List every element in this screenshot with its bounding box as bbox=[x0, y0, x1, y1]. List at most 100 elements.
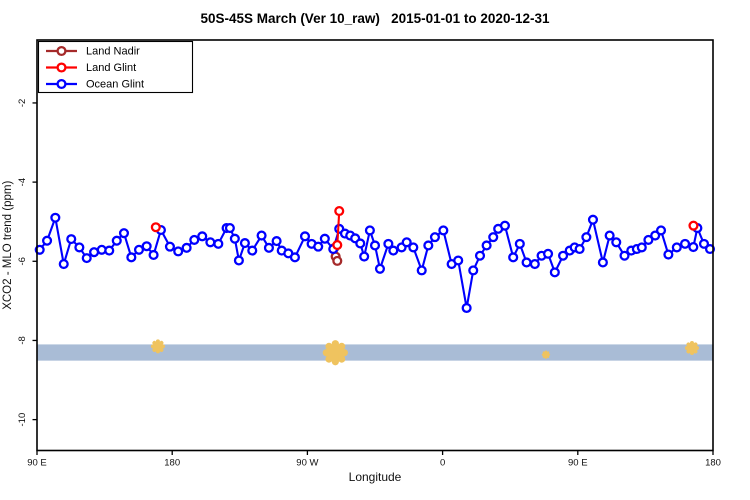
ocean-glint-point bbox=[369, 240, 381, 251]
ocean-glint-point bbox=[133, 244, 145, 255]
x-tick-label-2: 90 W bbox=[296, 458, 318, 469]
ocean-glint-point bbox=[461, 302, 472, 314]
ocean-glint-point bbox=[233, 255, 244, 266]
ocean-glint-point bbox=[205, 237, 216, 248]
ocean-glint-point bbox=[597, 257, 608, 268]
ocean-glint-point bbox=[58, 259, 69, 270]
ocean-glint-point bbox=[213, 238, 224, 249]
ocean-glint-point bbox=[319, 233, 330, 244]
ocean-glint-point bbox=[636, 242, 647, 253]
y-tick-label-4: -10 bbox=[17, 413, 28, 427]
ocean-glint-point bbox=[141, 241, 152, 252]
land-glint-point bbox=[332, 240, 343, 251]
ocean-glint-point bbox=[181, 242, 192, 253]
y-axis-title: XCO2 - MLO trend (ppm) bbox=[2, 181, 14, 310]
legend-item-land-nadir-marker bbox=[56, 45, 67, 57]
ocean-glint-point bbox=[643, 234, 654, 245]
y-tick-label-1: -4 bbox=[17, 178, 28, 186]
ocean-glint-point bbox=[521, 257, 532, 268]
x-tick-label-0: 90 E bbox=[27, 458, 47, 469]
flag-marker bbox=[686, 342, 698, 354]
ocean-glint-point bbox=[581, 232, 592, 243]
ocean-glint-point bbox=[499, 220, 510, 231]
x-axis-title: Longitude bbox=[349, 470, 402, 484]
y-tick-label-3: -8 bbox=[17, 336, 28, 344]
ocean-glint-point bbox=[698, 238, 710, 249]
ocean-glint-point bbox=[359, 251, 370, 262]
ocean-glint-point bbox=[468, 265, 479, 276]
ocean-glint-point bbox=[388, 245, 399, 256]
ocean-glint-point bbox=[224, 222, 235, 234]
x-tick-label-4: 90 E bbox=[568, 458, 588, 469]
ocean-glint-point bbox=[663, 249, 674, 260]
flag-marker bbox=[152, 340, 164, 352]
flagged-longitude-band bbox=[37, 344, 713, 361]
ocean-glint-point bbox=[263, 242, 274, 253]
ocean-glint-point bbox=[42, 235, 53, 246]
ocean-glint-point bbox=[313, 241, 324, 252]
ocean-glint-point bbox=[111, 235, 122, 246]
y-tick-label-2: -6 bbox=[17, 257, 28, 265]
chart-title: 50S-45S March (Ver 10_raw) 2015-01-01 to… bbox=[200, 11, 550, 26]
ocean-glint-point bbox=[74, 242, 85, 253]
ocean-glint-point bbox=[688, 241, 699, 253]
flag-marker bbox=[542, 351, 550, 359]
ocean-glint-point bbox=[474, 250, 486, 261]
ocean-glint-point bbox=[558, 250, 569, 261]
ocean-glint-point bbox=[423, 240, 434, 251]
ocean-glint-point bbox=[408, 242, 419, 253]
ocean-glint-point bbox=[299, 231, 311, 242]
ocean-glint-point bbox=[81, 253, 92, 264]
ocean-glint-point bbox=[364, 225, 375, 236]
ocean-glint-point bbox=[704, 243, 716, 255]
ocean-glint-point bbox=[164, 241, 175, 252]
land-glint-line bbox=[336, 210, 341, 246]
ocean-glint-point bbox=[655, 225, 667, 236]
legend-item-ocean-glint-label: Ocean Glint bbox=[86, 79, 144, 91]
ocean-glint-point bbox=[604, 230, 615, 241]
legend-item-ocean-glint-marker bbox=[56, 78, 67, 90]
land-glint-point bbox=[334, 205, 345, 217]
ocean-glint-point bbox=[488, 232, 499, 243]
ocean-glint-point bbox=[271, 236, 282, 247]
ocean-glint-point bbox=[574, 243, 585, 255]
ocean-glint-point bbox=[453, 255, 464, 266]
flag-marker bbox=[325, 342, 346, 363]
ocean-glint-point bbox=[374, 263, 386, 274]
ocean-glint-point bbox=[416, 265, 427, 276]
ocean-glint-point bbox=[611, 237, 622, 248]
ocean-glint-point bbox=[126, 252, 137, 263]
ocean-glint-point bbox=[401, 237, 412, 248]
ocean-glint-point bbox=[229, 233, 240, 244]
land-nadir-point bbox=[332, 255, 343, 266]
ocean-glint-point bbox=[148, 249, 159, 260]
legend-item-land-glint-marker bbox=[56, 62, 67, 73]
ocean-glint-point bbox=[671, 242, 682, 253]
ocean-glint-point bbox=[118, 228, 130, 239]
ocean-glint-point bbox=[429, 232, 440, 243]
plot-box bbox=[36, 39, 714, 452]
ocean-glint-point bbox=[50, 212, 61, 223]
ocean-glint-point bbox=[438, 225, 449, 236]
y-tick-label-0: -2 bbox=[17, 99, 28, 107]
ocean-glint-point bbox=[247, 245, 258, 256]
ocean-glint-point bbox=[514, 238, 525, 249]
ocean-glint-point bbox=[543, 248, 554, 259]
ocean-glint-point bbox=[197, 231, 208, 242]
land-glint-point bbox=[688, 220, 699, 231]
ocean-glint-point bbox=[481, 240, 492, 251]
ocean-glint-point bbox=[383, 238, 394, 249]
x-tick-label-3: 0 bbox=[440, 458, 445, 469]
ocean-glint-point bbox=[680, 238, 691, 249]
ocean-glint-point bbox=[256, 230, 267, 241]
ocean-glint-point bbox=[66, 234, 77, 245]
ocean-glint-point bbox=[587, 214, 599, 225]
ocean-glint-point bbox=[239, 238, 250, 249]
x-tick-label-1: 180 bbox=[164, 458, 180, 469]
legend-item-land-nadir-label: Land Nadir bbox=[86, 46, 140, 58]
ocean-glint-point bbox=[104, 245, 115, 256]
ocean-glint-point bbox=[508, 252, 519, 263]
legend-item-land-glint-label: Land Glint bbox=[86, 62, 136, 74]
